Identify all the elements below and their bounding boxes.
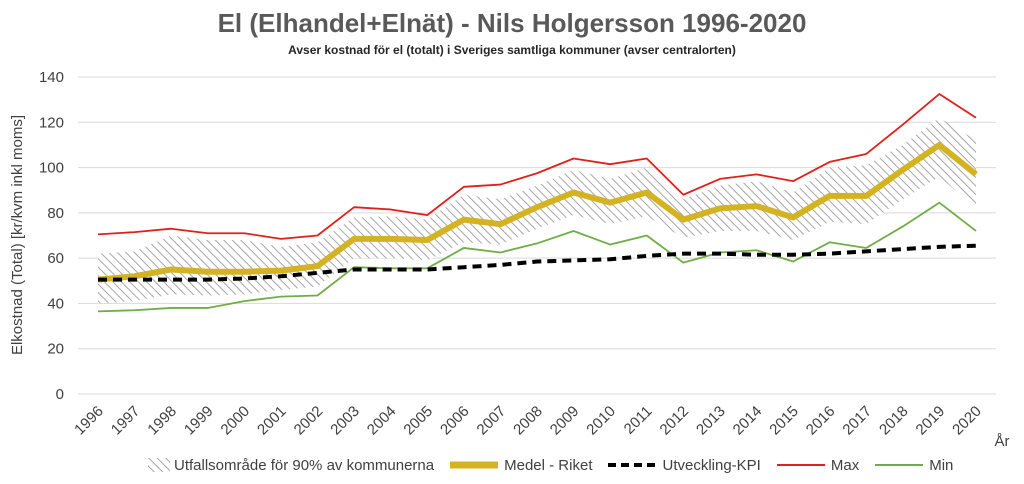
x-tick-label: 1997 bbox=[108, 403, 144, 439]
x-ticks: 1996 1997 1998 1999 2000 2001 2002 2003 2004 2005… bbox=[71, 403, 985, 439]
x-tick-label: 1999 bbox=[181, 403, 217, 439]
legend-swatch-medel bbox=[450, 461, 499, 469]
x-tick-label: 2003 bbox=[327, 403, 363, 439]
x-tick-label: 2016 bbox=[803, 403, 839, 439]
x-tick-label: 2006 bbox=[437, 403, 473, 439]
y-axis-label: Elkostnad (Total) [kr/kvm inkl moms] bbox=[9, 115, 26, 355]
x-tick-label: 2005 bbox=[400, 403, 436, 439]
x-tick-label: 1996 bbox=[71, 403, 107, 439]
y-tick-label: 80 bbox=[47, 205, 64, 222]
legend-label-band: Utfallsområde för 90% av kommunerna bbox=[174, 456, 435, 474]
legend-item-min: Min bbox=[873, 457, 953, 474]
legend-label-medel: Medel - Riket bbox=[504, 456, 593, 474]
x-tick-label: 1998 bbox=[144, 403, 180, 439]
x-tick-label: 2019 bbox=[913, 403, 949, 439]
y-tick-label: 40 bbox=[47, 295, 64, 312]
x-tick-label: 2018 bbox=[876, 403, 912, 439]
x-tick-label: 2008 bbox=[510, 403, 546, 439]
legend-item-band: Utfallsområde för 90% av kommunerna bbox=[148, 457, 434, 474]
x-tick-label: 2014 bbox=[730, 403, 766, 439]
x-tick-label: 2009 bbox=[547, 403, 583, 439]
band-area bbox=[98, 117, 976, 304]
x-tick-label: 2004 bbox=[364, 403, 400, 439]
series-line-min bbox=[97, 201, 977, 313]
legend: Utfallsområde för 90% av kommunerna Mede… bbox=[148, 455, 967, 475]
x-tick-label: 2000 bbox=[218, 403, 254, 439]
y-tick-label: 20 bbox=[47, 341, 64, 358]
band-layer bbox=[98, 117, 976, 304]
x-tick-label: 2017 bbox=[839, 403, 875, 439]
legend-swatch-min bbox=[875, 464, 924, 466]
x-tick-label: 2015 bbox=[766, 403, 802, 439]
x-tick-label: 2020 bbox=[949, 403, 985, 439]
legend-item-kpi: Utveckling-KPI bbox=[606, 456, 761, 474]
y-tick-label: 100 bbox=[39, 160, 64, 177]
series-line-max bbox=[97, 93, 977, 240]
y-tick-label: 120 bbox=[39, 114, 64, 131]
y-tick-label: 140 bbox=[39, 69, 64, 86]
x-tick-label: 2013 bbox=[693, 403, 729, 439]
x-tick-label: 2012 bbox=[657, 403, 693, 439]
chart-title: El (Elhandel+Elnät) - Nils Holgersson 19… bbox=[217, 8, 807, 38]
legend-label-min: Min bbox=[929, 456, 954, 474]
legend-swatch-max bbox=[776, 464, 825, 466]
y-tick-label: 0 bbox=[56, 386, 64, 403]
x-tick-label: 2007 bbox=[474, 403, 510, 439]
series-line-utveckling-kpi bbox=[98, 243, 977, 282]
legend-item-max: Max bbox=[775, 457, 859, 474]
x-axis-label: År bbox=[995, 433, 1010, 450]
y-ticks: 0 20 40 60 80 100 120 140 bbox=[39, 69, 64, 403]
legend-swatch-band bbox=[148, 458, 170, 472]
y-tick-label: 60 bbox=[47, 250, 64, 267]
x-tick-label: 2001 bbox=[254, 403, 290, 439]
legend-item-medel: Medel - Riket bbox=[448, 457, 592, 474]
legend-label-max: Max bbox=[830, 456, 860, 474]
series-line-medel-riket bbox=[97, 141, 978, 283]
chart-subtitle: Avser kostnad för el (totalt) i Sveriges… bbox=[288, 43, 736, 57]
series-layer bbox=[97, 93, 978, 313]
gridlines bbox=[78, 76, 996, 395]
x-tick-label: 2010 bbox=[583, 403, 619, 439]
x-tick-label: 2011 bbox=[621, 403, 656, 438]
legend-swatch-kpi bbox=[608, 463, 657, 467]
x-tick-label: 2002 bbox=[291, 403, 327, 439]
legend-label-kpi: Utveckling-KPI bbox=[662, 456, 761, 474]
